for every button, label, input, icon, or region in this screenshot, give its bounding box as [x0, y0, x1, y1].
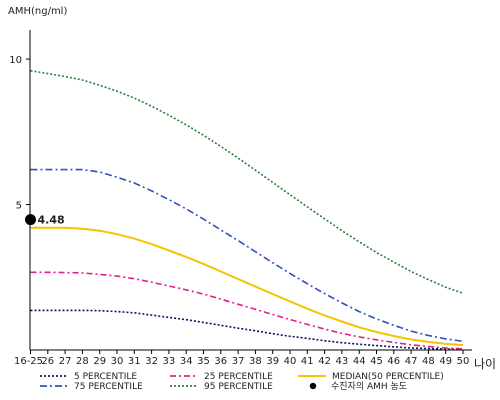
x-tick-label: 36 — [214, 356, 227, 367]
x-tick-label: 49 — [439, 356, 452, 367]
x-axis-title: 나이 — [474, 357, 496, 371]
chart-legend: 5 PERCENTILE 25 PERCENTILE MEDIAN(50 PERCE… — [40, 372, 444, 392]
x-tick-label: 39 — [266, 356, 279, 367]
series-line-95-percentile — [30, 69, 464, 295]
x-tick-label: 43 — [336, 356, 349, 367]
series-line-5-percentile — [30, 309, 464, 351]
series-line-25-percentile — [30, 271, 464, 350]
x-tick-label: 32 — [145, 356, 158, 367]
x-tick-label: 33 — [163, 356, 176, 367]
legend-label: 5 PERCENTILE — [74, 372, 137, 382]
patient-amh-point — [25, 214, 36, 226]
x-tick-label: 34 — [180, 356, 193, 367]
legend-label: MEDIAN(50 PERCENTILE) — [332, 372, 444, 382]
x-tick-label: 45 — [370, 356, 383, 367]
y-axis-title: AMH(ng/ml) — [8, 6, 67, 17]
x-tick-label: 40 — [284, 356, 297, 367]
x-tick-label: 26 — [41, 356, 54, 367]
x-tick-label: 48 — [422, 356, 435, 367]
x-tick-label: 47 — [405, 356, 418, 367]
x-tick-label: 31 — [128, 356, 141, 367]
x-tick-label: 30 — [111, 356, 124, 367]
x-tick-label: 27 — [59, 356, 72, 367]
legend-point-label: 수진자의 AMH 농도 — [331, 381, 407, 392]
x-tick-label: 50 — [457, 356, 470, 367]
chart-axes: AMH(ng/ml) 나이 — [8, 6, 496, 371]
series-lines — [30, 69, 464, 351]
legend-label: 25 PERCENTILE — [204, 372, 273, 382]
x-tick-label: 28 — [76, 356, 89, 367]
patient-point: 4.48 — [25, 214, 65, 227]
legend-label: 95 PERCENTILE — [204, 382, 273, 392]
legend-label: 75 PERCENTILE — [74, 382, 143, 392]
patient-amh-value-label: 4.48 — [38, 214, 65, 227]
x-tick-label: 37 — [232, 356, 245, 367]
x-tick-label: 29 — [93, 356, 106, 367]
y-tick-label: 10 — [9, 55, 22, 66]
x-tick-label: 41 — [301, 356, 314, 367]
y-tick-label: 5 — [16, 201, 22, 212]
series-line-75-percentile — [30, 168, 464, 343]
series-line-median-50-percentile — [30, 226, 464, 347]
x-tick-label: 38 — [249, 356, 262, 367]
x-tick-label: 42 — [318, 356, 331, 367]
x-tick-label: 35 — [197, 356, 210, 367]
x-tick-label: 46 — [387, 356, 400, 367]
y-ticks: 5 10 — [9, 55, 30, 212]
x-tick-label: 44 — [353, 356, 366, 367]
legend-point-marker — [309, 382, 317, 390]
x-tick-label: 16-25 — [14, 356, 43, 367]
